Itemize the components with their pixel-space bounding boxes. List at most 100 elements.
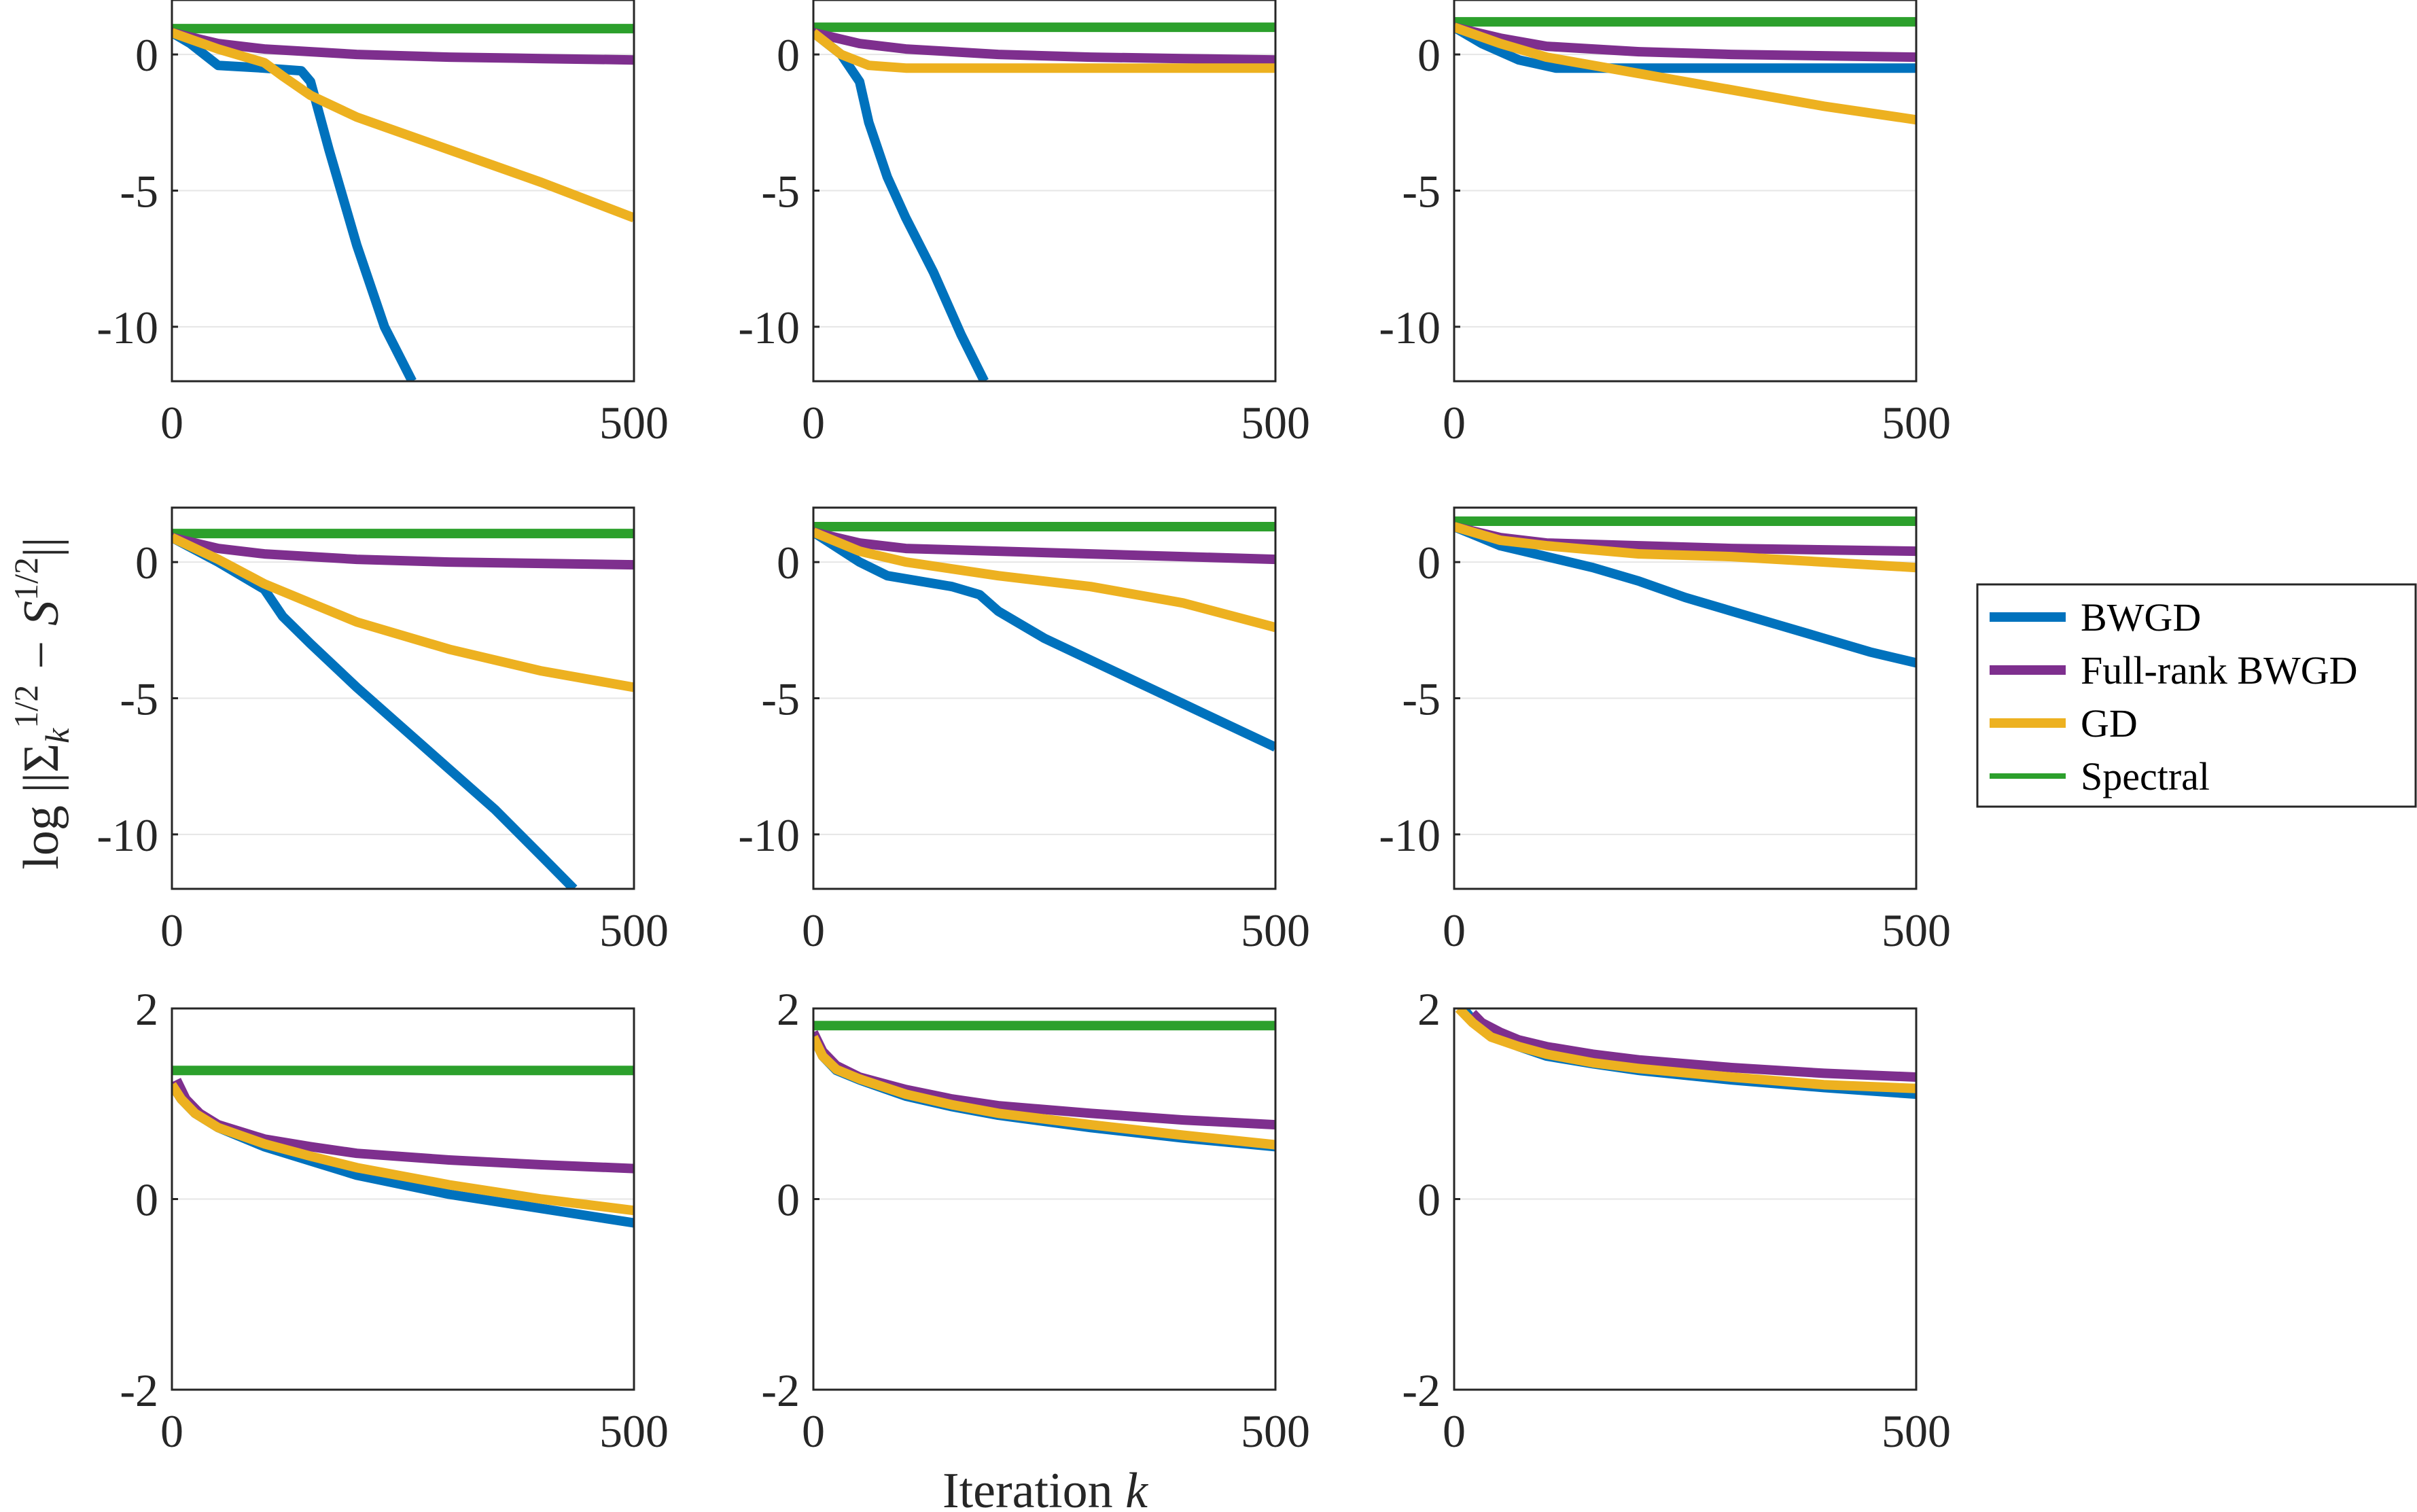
series-group: [172, 24, 634, 381]
x-tick-label: 0: [802, 397, 825, 449]
y-tick-label: -5: [120, 673, 158, 725]
x-tick-label: 500: [599, 1405, 669, 1457]
y-tick-label: 0: [777, 1174, 800, 1226]
y-tick-label: -5: [1402, 166, 1441, 217]
y-tick-label: 0: [1417, 1174, 1441, 1226]
x-tick-label: 0: [160, 397, 183, 449]
x-axis-label: Iteration k: [942, 1463, 1148, 1512]
y-tick-label: -2: [120, 1365, 158, 1416]
y-tick-label: -2: [761, 1365, 800, 1416]
y-tick-label: 0: [135, 29, 158, 81]
legend-label: GD: [2081, 701, 2138, 745]
series-line-full-rank-bwgd: [813, 1030, 1275, 1130]
y-tick-label: -5: [120, 166, 158, 217]
series-line-bwgd: [813, 528, 1275, 752]
x-tick-label: 500: [599, 904, 669, 956]
x-tick-label: 500: [1241, 397, 1310, 449]
series-line-bwgd: [172, 29, 417, 381]
series-line-gd: [1454, 522, 1916, 573]
x-tick-label: 500: [1882, 1405, 1951, 1457]
y-tick-label: 2: [135, 983, 158, 1035]
x-tick-label: 0: [1443, 904, 1466, 956]
subplot-5: -10 -5 0 0 500: [738, 506, 1310, 956]
legend: BWGD Full-rank BWGD GD Spectral: [1976, 583, 2417, 808]
x-tick-label: 500: [1882, 397, 1951, 449]
x-tick-label: 0: [1443, 397, 1466, 449]
x-tick-label: 0: [802, 904, 825, 956]
series-line-gd: [172, 533, 634, 692]
subplot-grid: -10 -5 0 0 500 -10 -5 0 0 500 -10 -5 0 0 500 -10 -5 0 0 500…: [96, 0, 1951, 1457]
y-tick-label: -10: [96, 302, 158, 353]
series-line-full-rank-bwgd: [813, 28, 1275, 65]
series-line-full-rank-bwgd: [172, 1078, 634, 1174]
y-tick-label: 0: [135, 1174, 158, 1226]
y-tick-label: -5: [1402, 673, 1441, 725]
subplot-4: -10 -5 0 0 500: [96, 506, 669, 956]
y-tick-label: 2: [777, 983, 800, 1035]
legend-label: Spectral: [2081, 754, 2210, 798]
series-group: [1454, 17, 1916, 125]
y-tick-label: -2: [1402, 1365, 1441, 1416]
series-line-full-rank-bwgd: [172, 28, 634, 65]
y-tick-label: -10: [738, 302, 800, 353]
subplot-2: -10 -5 0 0 500: [738, 0, 1310, 449]
x-tick-label: 0: [802, 1405, 825, 1457]
legend-label: Full-rank BWGD: [2081, 648, 2358, 692]
x-tick-label: 0: [160, 1405, 183, 1457]
subplot-1: -10 -5 0 0 500: [96, 0, 669, 449]
series-line-gd: [813, 29, 1275, 73]
series-line-full-rank-bwgd: [172, 533, 634, 570]
y-tick-label: -10: [738, 809, 800, 861]
series-line-bwgd: [172, 533, 578, 889]
legend-label: BWGD: [2081, 595, 2201, 639]
y-tick-label: 0: [1417, 537, 1441, 588]
y-tick-label: -10: [1379, 302, 1441, 353]
y-tick-label: -10: [96, 809, 158, 861]
y-tick-label: 0: [777, 537, 800, 588]
legend-item-bwgd: BWGD: [1990, 595, 2201, 639]
y-tick-label: -5: [761, 673, 800, 725]
series-group: [813, 522, 1275, 752]
y-tick-label: 0: [777, 29, 800, 81]
x-tick-label: 500: [599, 397, 669, 449]
series-line-gd: [172, 28, 634, 223]
y-axis-label: log ||Σk1/2 − S1/2||: [7, 537, 76, 869]
series-line-bwgd: [813, 29, 989, 381]
series-line-gd: [813, 1035, 1275, 1150]
series-group: [1454, 516, 1916, 668]
y-tick-label: 0: [1417, 29, 1441, 81]
x-tick-label: 0: [160, 904, 183, 956]
subplot-6: -10 -5 0 0 500: [1379, 506, 1951, 956]
series-line-full-rank-bwgd: [813, 527, 1275, 565]
legend-items: BWGD Full-rank BWGD GD Spectral: [1990, 595, 2358, 798]
legend-item-spectral: Spectral: [1990, 754, 2210, 798]
series-group: [172, 1066, 634, 1228]
series-line-bwgd: [1454, 522, 1916, 668]
series-group: [1455, 1008, 1916, 1100]
series-line-full-rank-bwgd: [1469, 1010, 1916, 1082]
y-tick-label: 2: [1417, 983, 1441, 1035]
series-line-bwgd: [813, 1035, 1275, 1152]
legend-item-gd: GD: [1990, 701, 2138, 745]
series-line-gd: [172, 1082, 634, 1216]
series-line-gd: [1454, 22, 1916, 125]
series-line-gd: [1455, 1008, 1916, 1093]
series-group: [172, 529, 634, 889]
x-tick-label: 0: [1443, 1405, 1466, 1457]
series-group: [813, 1021, 1275, 1152]
y-tick-label: -10: [1379, 809, 1441, 861]
y-tick-label: -5: [761, 166, 800, 217]
x-tick-label: 500: [1241, 1405, 1310, 1457]
series-group: [813, 22, 1275, 381]
y-tick-label: 0: [135, 537, 158, 588]
x-tick-label: 500: [1241, 904, 1310, 956]
legend-item-full-rank-bwgd: Full-rank BWGD: [1990, 648, 2358, 692]
x-tick-label: 500: [1882, 904, 1951, 956]
series-line-full-rank-bwgd: [1454, 22, 1916, 63]
subplot-3: -10 -5 0 0 500: [1379, 0, 1951, 449]
series-line-gd: [813, 527, 1275, 633]
